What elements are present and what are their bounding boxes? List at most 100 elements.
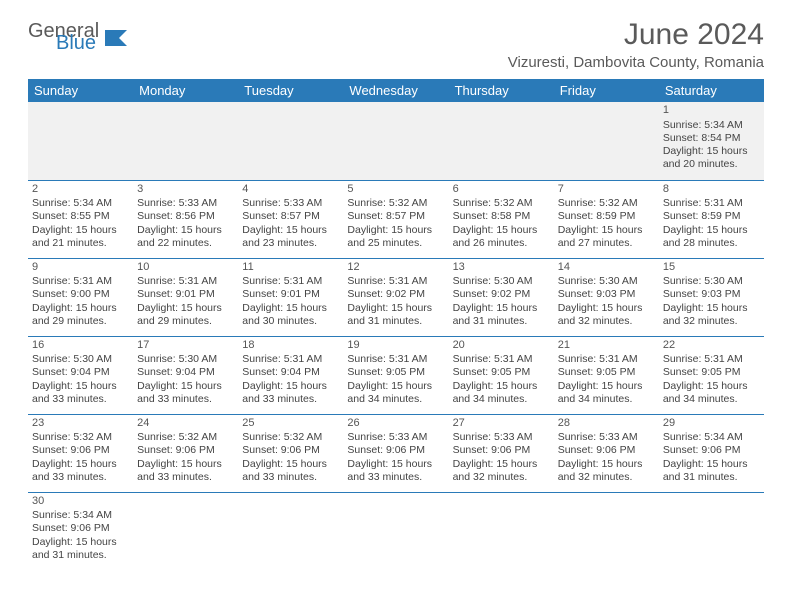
daylight-line: Daylight: 15 hours and 27 minutes.: [558, 224, 643, 249]
calendar-day-cell: [449, 102, 554, 180]
sunset-line: Sunset: 8:57 PM: [347, 210, 425, 222]
daylight-line: Daylight: 15 hours and 25 minutes.: [347, 224, 432, 249]
calendar-day-cell: 9Sunrise: 5:31 AMSunset: 9:00 PM Daylight…: [28, 258, 133, 336]
daylight-line: Daylight: 15 hours and 33 minutes.: [347, 458, 432, 483]
day-number: 7: [558, 183, 655, 197]
day-number: 5: [347, 183, 444, 197]
calendar-day-cell: 1Sunrise: 5:34 AMSunset: 8:54 PMDaylight…: [659, 102, 764, 180]
sunset-line: Sunset: 9:04 PM: [32, 366, 110, 378]
day-number: 9: [32, 261, 129, 275]
weekday-header: Friday: [554, 79, 659, 102]
calendar-day-cell: 24Sunrise: 5:32 AMSunset: 9:06 PMDayligh…: [133, 414, 238, 492]
day-number: 3: [137, 183, 234, 197]
calendar-day-cell: [238, 492, 343, 570]
sunrise-line: Sunrise: 5:31 AM: [663, 353, 743, 365]
sunrise-line: Sunrise: 5:32 AM: [137, 431, 217, 443]
calendar-day-cell: 18Sunrise: 5:31 AMSunset: 9:04 PMDayligh…: [238, 336, 343, 414]
sunset-line: Sunset: 9:06 PM: [663, 444, 741, 456]
calendar-day-cell: 14Sunrise: 5:30 AMSunset: 9:03 PMDayligh…: [554, 258, 659, 336]
sunset-line: Sunset: 9:06 PM: [453, 444, 531, 456]
calendar-week-row: 1Sunrise: 5:34 AMSunset: 8:54 PMDaylight…: [28, 102, 764, 180]
sunrise-line: Sunrise: 5:30 AM: [453, 275, 533, 287]
calendar-day-cell: 22Sunrise: 5:31 AMSunset: 9:05 PM Dayligh…: [659, 336, 764, 414]
daylight-line: Daylight: 15 hours and 29 minutes.: [137, 302, 222, 327]
sunrise-line: Sunrise: 5:30 AM: [558, 275, 638, 287]
daylight-line: Daylight: 15 hours and 34 minutes.: [558, 380, 643, 405]
calendar-day-cell: [238, 102, 343, 180]
calendar-table: Sunday Monday Tuesday Wednesday Thursday…: [28, 79, 764, 570]
sunrise-line: Sunrise: 5:34 AM: [663, 431, 743, 443]
sunset-line: Sunset: 9:00 PM: [32, 288, 110, 300]
sunset-line: Sunset: 9:05 PM: [663, 366, 741, 378]
calendar-day-cell: [554, 492, 659, 570]
sunrise-line: Sunrise: 5:32 AM: [242, 431, 322, 443]
sunrise-line: Sunrise: 5:32 AM: [558, 197, 638, 209]
title-block: June 2024 Vizuresti, Dambovita County, R…: [508, 18, 764, 71]
day-number: 6: [453, 183, 550, 197]
calendar-week-row: 9Sunrise: 5:31 AMSunset: 9:00 PMDaylight…: [28, 258, 764, 336]
day-number: 22: [663, 339, 760, 353]
day-number: 30: [32, 495, 129, 509]
sunrise-line: Sunrise: 5:33 AM: [347, 431, 427, 443]
sunset-line: Sunset: 8:55 PM: [32, 210, 110, 222]
daylight-line: Daylight: 15 hours and 31 minutes.: [453, 302, 538, 327]
sunrise-line: Sunrise: 5:31 AM: [242, 275, 322, 287]
day-number: 17: [137, 339, 234, 353]
sunset-line: Sunset: 9:06 PM: [32, 444, 110, 456]
calendar-day-cell: 15Sunrise: 5:30 AMSunset: 9:03 PMDayligh…: [659, 258, 764, 336]
daylight-line: Daylight: 15 hours and 31 minutes.: [663, 458, 748, 483]
calendar-week-row: 2Sunrise: 5:34 AMSunset: 8:55 PMDaylight…: [28, 180, 764, 258]
daylight-line: Daylight: 15 hours and 21 minutes.: [32, 224, 117, 249]
day-number: 8: [663, 183, 760, 197]
sunset-line: Sunset: 9:04 PM: [137, 366, 215, 378]
daylight-line: Daylight: 15 hours and 28 minutes.: [663, 224, 748, 249]
daylight-line: Daylight: 15 hours and 33 minutes.: [137, 458, 222, 483]
sunrise-line: Sunrise: 5:31 AM: [32, 275, 112, 287]
day-number: 13: [453, 261, 550, 275]
sunrise-line: Sunrise: 5:34 AM: [32, 197, 112, 209]
sunset-line: Sunset: 9:06 PM: [347, 444, 425, 456]
calendar-week-row: 16Sunrise: 5:30 AMSunset: 9:04 PMDayligh…: [28, 336, 764, 414]
daylight-line: Daylight: 15 hours and 32 minutes.: [558, 458, 643, 483]
sunset-line: Sunset: 9:02 PM: [347, 288, 425, 300]
calendar-day-cell: 25Sunrise: 5:32 AMSunset: 9:06 PMDayligh…: [238, 414, 343, 492]
sunset-line: Sunset: 9:06 PM: [137, 444, 215, 456]
daylight-line: Daylight: 15 hours and 30 minutes.: [242, 302, 327, 327]
calendar-day-cell: 16Sunrise: 5:30 AMSunset: 9:04 PMDayligh…: [28, 336, 133, 414]
daylight-line: Daylight: 15 hours and 32 minutes.: [663, 302, 748, 327]
calendar-day-cell: 30Sunrise: 5:34 AMSunset: 9:06 PMDayligh…: [28, 492, 133, 570]
daylight-line: Daylight: 15 hours and 33 minutes.: [242, 458, 327, 483]
sunrise-line: Sunrise: 5:32 AM: [347, 197, 427, 209]
calendar-day-cell: [343, 492, 448, 570]
calendar-day-cell: 8Sunrise: 5:31 AMSunset: 8:59 PMDaylight…: [659, 180, 764, 258]
daylight-line: Daylight: 15 hours and 32 minutes.: [558, 302, 643, 327]
sunrise-line: Sunrise: 5:31 AM: [347, 275, 427, 287]
sunset-line: Sunset: 9:06 PM: [32, 522, 110, 534]
calendar-day-cell: 23Sunrise: 5:32 AMSunset: 9:06 PMDayligh…: [28, 414, 133, 492]
sunrise-line: Sunrise: 5:30 AM: [137, 353, 217, 365]
calendar-day-cell: 10Sunrise: 5:31 AMSunset: 9:01 PMDayligh…: [133, 258, 238, 336]
day-number: 26: [347, 417, 444, 431]
daylight-line: Daylight: 15 hours and 22 minutes.: [137, 224, 222, 249]
sunset-line: Sunset: 9:03 PM: [663, 288, 741, 300]
logo: General Blue: [28, 22, 131, 52]
month-title: June 2024: [508, 18, 764, 52]
day-number: 29: [663, 417, 760, 431]
calendar-week-row: 23Sunrise: 5:32 AMSunset: 9:06 PMDayligh…: [28, 414, 764, 492]
daylight-line: Daylight: 15 hours and 34 minutes.: [663, 380, 748, 405]
calendar-day-cell: [133, 492, 238, 570]
day-number: 12: [347, 261, 444, 275]
daylight-line: Daylight: 15 hours and 33 minutes.: [242, 380, 327, 405]
daylight-line: Daylight: 15 hours and 32 minutes.: [453, 458, 538, 483]
daylight-line: Daylight: 15 hours and 31 minutes.: [347, 302, 432, 327]
day-number: 19: [347, 339, 444, 353]
calendar-day-cell: 7Sunrise: 5:32 AMSunset: 8:59 PMDaylight…: [554, 180, 659, 258]
calendar-day-cell: 28Sunrise: 5:33 AMSunset: 9:06 PMDayligh…: [554, 414, 659, 492]
sunrise-line: Sunrise: 5:31 AM: [663, 197, 743, 209]
calendar-week-row: 30Sunrise: 5:34 AMSunset: 9:06 PMDayligh…: [28, 492, 764, 570]
weekday-header-row: Sunday Monday Tuesday Wednesday Thursday…: [28, 79, 764, 102]
daylight-line: Daylight: 15 hours and 29 minutes.: [32, 302, 117, 327]
logo-flag-icon: [105, 28, 131, 48]
day-number: 1: [663, 104, 760, 118]
calendar-day-cell: [659, 492, 764, 570]
